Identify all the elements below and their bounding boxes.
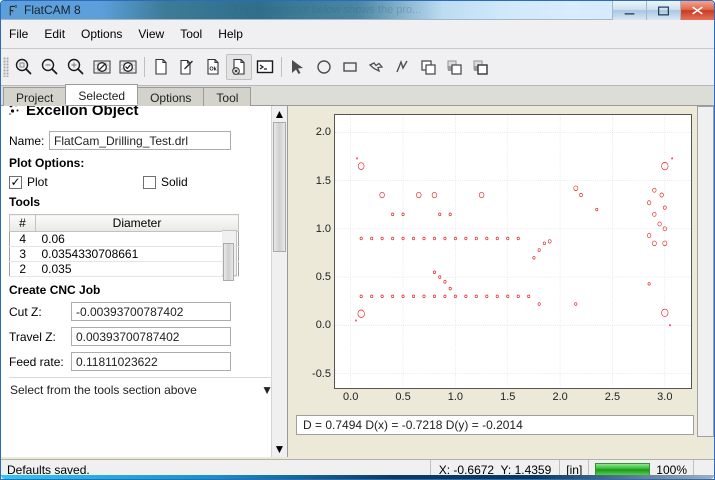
svg-text:Ok: Ok — [209, 67, 217, 73]
